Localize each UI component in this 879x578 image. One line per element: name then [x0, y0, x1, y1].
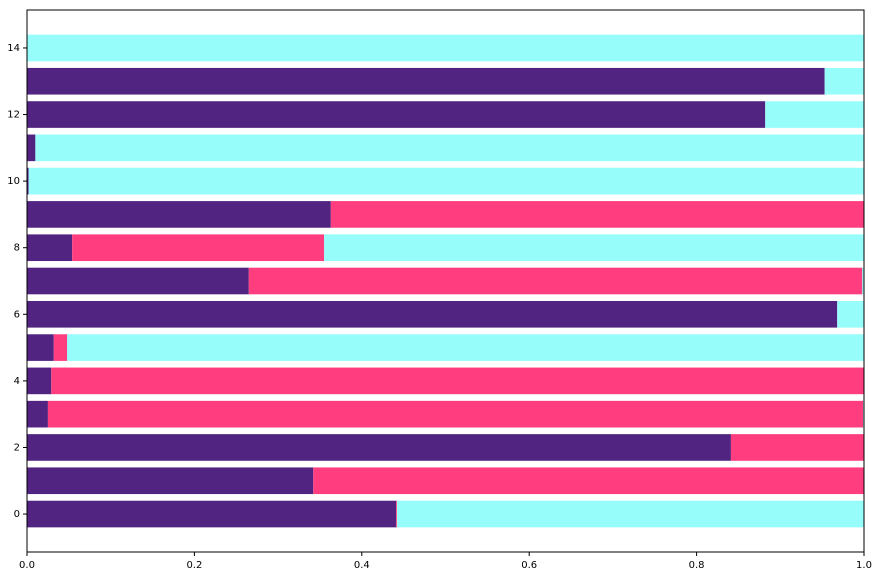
bar-segment — [53, 334, 68, 361]
bar-segment — [27, 467, 314, 495]
bar-segment — [27, 434, 731, 461]
bar-segment — [27, 334, 54, 361]
bar-segment — [837, 300, 864, 328]
bar-segment — [67, 334, 864, 361]
bar-segment — [28, 167, 864, 195]
bar-segment — [862, 267, 864, 295]
bar-segment — [248, 267, 863, 295]
bar-segment — [330, 201, 864, 228]
bar-segment — [313, 467, 864, 495]
bar-segment — [35, 134, 865, 162]
bar-segment — [27, 167, 29, 195]
bar-segment — [765, 101, 864, 128]
bar-segment — [27, 201, 331, 228]
y-tick-label: 4 — [14, 376, 20, 387]
bar-segment — [27, 367, 52, 395]
x-tick-label: 0.2 — [186, 560, 202, 571]
bar-segment — [324, 234, 864, 262]
plot-frame — [26, 9, 865, 553]
x-tick-label: 0.8 — [689, 560, 705, 571]
y-tick-label: 12 — [7, 110, 20, 121]
bar-segment — [396, 500, 864, 528]
x-tick-label: 0.6 — [521, 560, 537, 571]
bar-segment — [824, 67, 864, 95]
bar-segment — [27, 67, 825, 95]
bar-segment — [27, 101, 766, 128]
bar-segment — [27, 500, 397, 528]
y-tick-label: 0 — [14, 509, 20, 520]
x-tick-label: 0.4 — [354, 560, 370, 571]
bar-segment — [72, 234, 325, 262]
bar-segment — [27, 300, 838, 328]
y-tick-label: 6 — [14, 309, 20, 320]
x-tick-label: 0.0 — [19, 560, 35, 571]
bar-segment — [396, 500, 397, 528]
bar-segment — [27, 267, 249, 295]
y-tick-label: 14 — [7, 43, 20, 54]
bar-segment — [47, 400, 864, 428]
bar-segment — [27, 400, 48, 428]
bar-segment — [27, 34, 864, 62]
y-tick-label: 10 — [7, 176, 20, 187]
y-tick-label: 8 — [14, 243, 20, 254]
bar-segment — [27, 134, 36, 162]
bar-segment — [27, 234, 73, 262]
y-tick-label: 2 — [14, 442, 20, 453]
bar-segment — [51, 367, 864, 395]
x-tick-label: 1.0 — [856, 560, 872, 571]
bar-segment — [730, 434, 864, 461]
